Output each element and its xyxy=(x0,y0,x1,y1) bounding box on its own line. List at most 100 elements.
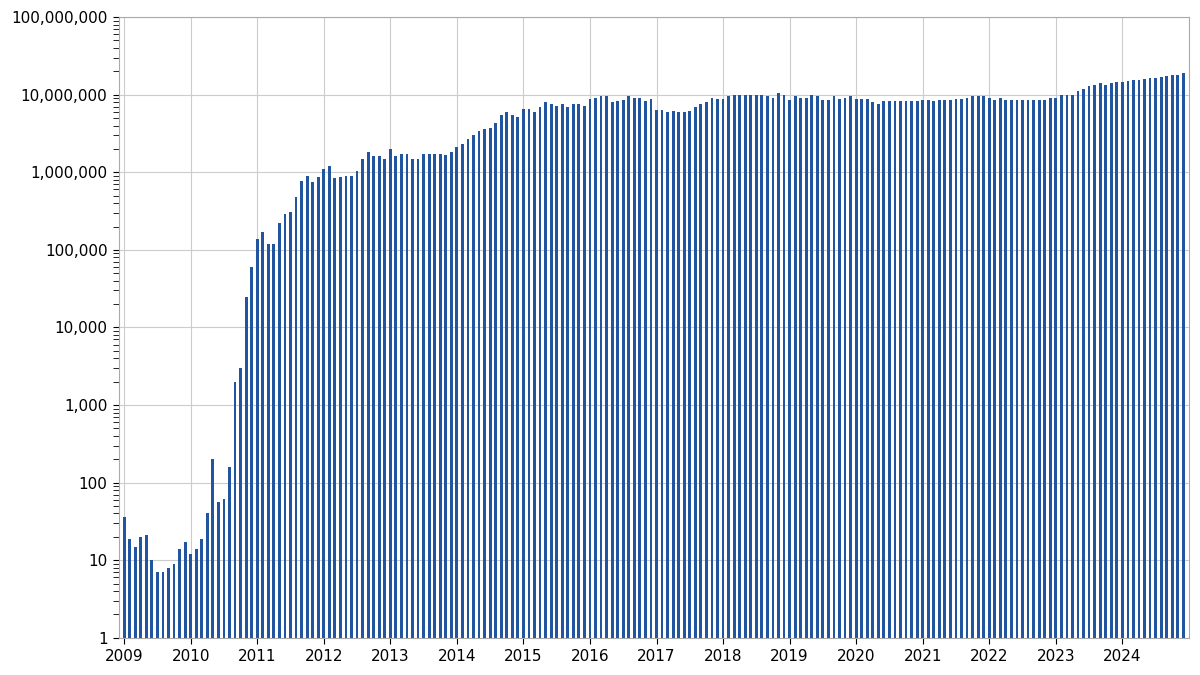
Bar xyxy=(228,466,230,638)
Bar xyxy=(162,572,164,638)
Bar xyxy=(1099,83,1102,638)
Bar xyxy=(340,177,342,638)
Bar xyxy=(1010,100,1013,638)
Bar xyxy=(793,97,797,638)
Bar xyxy=(194,549,198,638)
Bar xyxy=(355,171,359,638)
Bar xyxy=(488,128,492,638)
Bar xyxy=(122,517,126,638)
Bar xyxy=(833,97,835,638)
Bar xyxy=(350,176,353,638)
Bar xyxy=(905,101,907,638)
Bar xyxy=(522,109,524,638)
Bar xyxy=(467,139,469,638)
Bar xyxy=(922,100,924,638)
Bar xyxy=(911,101,913,638)
Bar xyxy=(289,212,292,638)
Bar xyxy=(994,100,996,638)
Bar xyxy=(721,99,725,638)
Bar xyxy=(211,459,215,638)
Bar xyxy=(400,155,403,638)
Bar xyxy=(854,99,858,638)
Bar xyxy=(378,157,380,638)
Bar xyxy=(638,99,641,638)
Bar xyxy=(317,177,319,638)
Bar xyxy=(622,100,625,638)
Bar xyxy=(644,101,647,638)
Bar xyxy=(822,100,824,638)
Bar xyxy=(666,113,668,638)
Bar xyxy=(926,100,930,638)
Bar xyxy=(838,99,841,638)
Bar xyxy=(367,153,370,638)
Bar xyxy=(733,95,736,638)
Bar xyxy=(983,97,985,638)
Bar xyxy=(306,176,308,638)
Bar xyxy=(278,223,281,638)
Bar xyxy=(412,159,414,638)
Bar xyxy=(888,101,890,638)
Bar xyxy=(755,95,757,638)
Bar xyxy=(1004,100,1007,638)
Bar xyxy=(1144,79,1146,638)
Bar xyxy=(494,123,497,638)
Bar xyxy=(300,181,302,638)
Bar xyxy=(456,147,458,638)
Bar xyxy=(1038,100,1040,638)
Bar xyxy=(816,97,818,638)
Bar xyxy=(943,100,947,638)
Bar xyxy=(1176,75,1180,638)
Bar xyxy=(1055,99,1057,638)
Bar xyxy=(850,96,852,638)
Bar xyxy=(239,368,242,638)
Bar xyxy=(938,100,941,638)
Bar xyxy=(977,97,979,638)
Bar xyxy=(628,97,630,638)
Bar xyxy=(450,153,452,638)
Bar xyxy=(649,99,653,638)
Bar xyxy=(998,99,1002,638)
Bar xyxy=(251,267,253,638)
Bar xyxy=(395,157,397,638)
Bar xyxy=(738,95,742,638)
Bar xyxy=(805,99,808,638)
Bar xyxy=(266,244,270,638)
Bar xyxy=(617,101,619,638)
Bar xyxy=(383,159,386,638)
Bar xyxy=(245,296,247,638)
Bar xyxy=(966,97,968,638)
Bar xyxy=(167,568,170,638)
Bar xyxy=(344,176,347,638)
Bar xyxy=(1072,95,1074,638)
Bar xyxy=(1182,73,1184,638)
Bar xyxy=(655,110,658,638)
Bar xyxy=(971,97,974,638)
Bar xyxy=(406,155,408,638)
Bar xyxy=(560,104,564,638)
Bar xyxy=(949,100,952,638)
Bar xyxy=(1093,84,1096,638)
Bar xyxy=(605,96,608,638)
Bar xyxy=(500,115,503,638)
Bar xyxy=(761,95,763,638)
Bar xyxy=(1087,86,1091,638)
Bar xyxy=(505,113,508,638)
Bar xyxy=(528,109,530,638)
Bar xyxy=(262,232,264,638)
Bar xyxy=(433,155,436,638)
Bar xyxy=(556,106,558,638)
Bar xyxy=(234,381,236,638)
Bar xyxy=(710,99,713,638)
Bar xyxy=(334,178,336,638)
Bar xyxy=(661,110,664,638)
Bar xyxy=(866,99,869,638)
Bar xyxy=(788,100,791,638)
Bar xyxy=(844,99,846,638)
Bar xyxy=(516,117,520,638)
Bar xyxy=(533,112,536,638)
Bar xyxy=(1032,100,1034,638)
Bar xyxy=(134,547,137,638)
Bar xyxy=(1154,78,1157,638)
Bar xyxy=(694,107,697,638)
Bar xyxy=(550,105,552,638)
